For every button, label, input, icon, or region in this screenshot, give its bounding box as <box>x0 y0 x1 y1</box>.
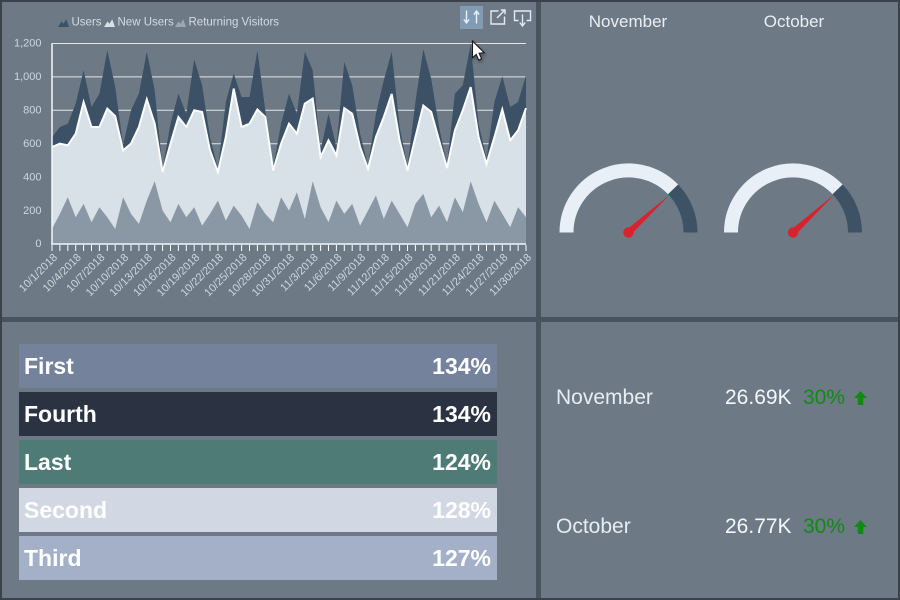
svg-text:Users: Users <box>72 17 102 29</box>
svg-text:1,000: 1,000 <box>14 71 42 83</box>
svg-text:October: October <box>764 12 825 31</box>
svg-text:600: 600 <box>23 138 41 150</box>
svg-text:0: 0 <box>35 238 41 250</box>
svg-text:November: November <box>589 12 668 31</box>
svg-text:Returning Visitors: Returning Visitors <box>189 17 280 29</box>
svg-text:1,200: 1,200 <box>14 38 42 50</box>
svg-text:400: 400 <box>23 171 41 183</box>
svg-text:200: 200 <box>23 205 41 217</box>
svg-text:800: 800 <box>23 105 41 117</box>
svg-text:New Users: New Users <box>118 17 174 29</box>
